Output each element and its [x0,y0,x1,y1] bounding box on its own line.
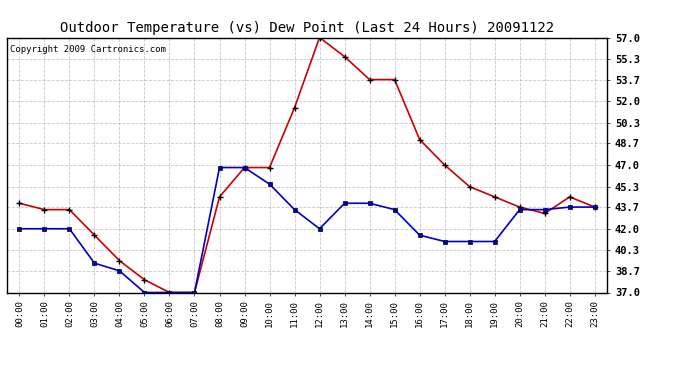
Text: Copyright 2009 Cartronics.com: Copyright 2009 Cartronics.com [10,45,166,54]
Title: Outdoor Temperature (vs) Dew Point (Last 24 Hours) 20091122: Outdoor Temperature (vs) Dew Point (Last… [60,21,554,35]
